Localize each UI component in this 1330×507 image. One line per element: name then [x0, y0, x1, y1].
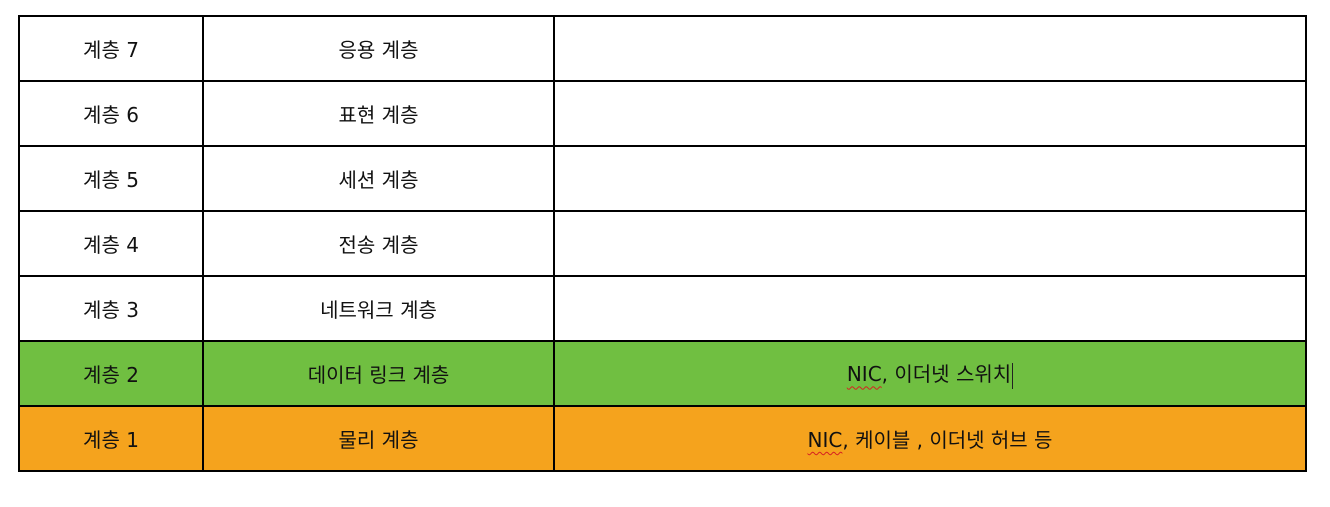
- layer-name-text: 전송 계층: [338, 233, 419, 257]
- layer-level-cell[interactable]: 계층 6: [18, 80, 204, 147]
- layer-level-text: 계층 1: [83, 428, 139, 452]
- layer-name-cell[interactable]: 물리 계층: [202, 405, 555, 472]
- table-row: 계층 4 전송 계층: [18, 210, 1307, 277]
- layer-name-cell[interactable]: 표현 계층: [202, 80, 555, 147]
- layer-level-text: 계층 4: [83, 233, 139, 257]
- table-row: 계층 5 세션 계층: [18, 145, 1307, 212]
- table-row: 계층 3 네트워크 계층: [18, 275, 1307, 342]
- layer-devices-cell[interactable]: [553, 15, 1307, 82]
- table-row: 계층 6 표현 계층: [18, 80, 1307, 147]
- layer-name-cell[interactable]: 데이터 링크 계층: [202, 340, 555, 407]
- layer-name-text: 세션 계층: [338, 168, 419, 192]
- osi-layer-table: 계층 7 응용 계층 계층 6 표현 계층 계층 5 세션 계층 계층 4 전송…: [18, 15, 1307, 472]
- layer-name-cell[interactable]: 네트워크 계층: [202, 275, 555, 342]
- layer-devices-cell[interactable]: NIC, 이더넷 스위치: [553, 340, 1307, 407]
- layer-name-text: 물리 계층: [338, 428, 419, 452]
- layer-devices-cell[interactable]: [553, 210, 1307, 277]
- layer-devices-text: , 이더넷 스위치: [881, 362, 1012, 387]
- layer-name-text: 데이터 링크 계층: [307, 363, 450, 387]
- layer-name-cell[interactable]: 세션 계층: [202, 145, 555, 212]
- layer-level-cell[interactable]: 계층 1: [18, 405, 204, 472]
- layer-devices-cell[interactable]: [553, 80, 1307, 147]
- layer-level-cell[interactable]: 계층 3: [18, 275, 204, 342]
- layer-devices-cell[interactable]: [553, 145, 1307, 212]
- layer-level-text: 계층 5: [83, 168, 139, 192]
- layer-name-text: 응용 계층: [338, 38, 419, 62]
- layer-level-cell[interactable]: 계층 7: [18, 15, 204, 82]
- layer-level-text: 계층 2: [83, 363, 139, 387]
- layer-devices-cell[interactable]: NIC, 케이블 , 이더넷 허브 등: [553, 405, 1307, 472]
- layer-name-text: 표현 계층: [338, 103, 419, 127]
- layer-name-cell[interactable]: 응용 계층: [202, 15, 555, 82]
- table-row: 계층 7 응용 계층: [18, 15, 1307, 82]
- nic-spellcheck-word: NIC: [807, 428, 843, 452]
- table-row-layer-1: 계층 1 물리 계층 NIC, 케이블 , 이더넷 허브 등: [18, 405, 1307, 472]
- layer-devices-cell[interactable]: [553, 275, 1307, 342]
- table-row-layer-2: 계층 2 데이터 링크 계층 NIC, 이더넷 스위치: [18, 340, 1307, 407]
- layer-name-cell[interactable]: 전송 계층: [202, 210, 555, 277]
- layer-level-cell[interactable]: 계층 5: [18, 145, 204, 212]
- layer-level-text: 계층 6: [83, 103, 139, 127]
- layer-name-text: 네트워크 계층: [320, 298, 437, 322]
- layer-devices-text: , 케이블 , 이더넷 허브 등: [842, 428, 1053, 452]
- nic-spellcheck-word: NIC: [846, 362, 882, 387]
- layer-level-text: 계층 3: [83, 298, 139, 322]
- layer-level-cell[interactable]: 계층 4: [18, 210, 204, 277]
- text-cursor: [1012, 362, 1014, 389]
- layer-level-cell[interactable]: 계층 2: [18, 340, 204, 407]
- layer-level-text: 계층 7: [83, 38, 139, 62]
